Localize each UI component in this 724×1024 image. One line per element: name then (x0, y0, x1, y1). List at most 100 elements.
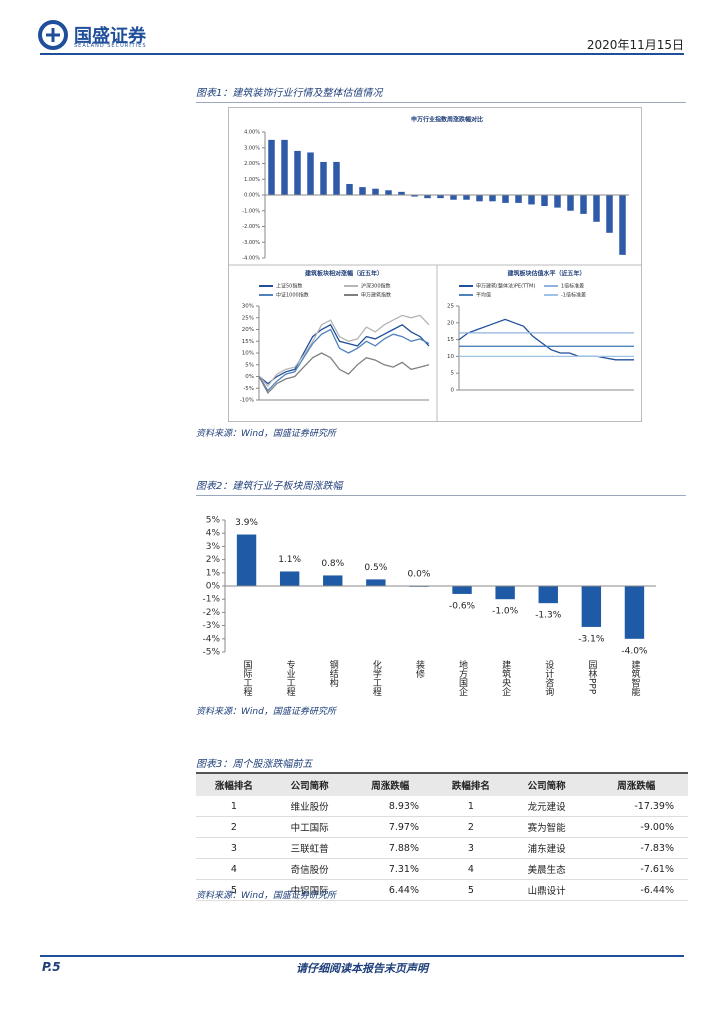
bar (495, 586, 515, 600)
table-row: 5 中铝国际 6.44% 5 山鼎设计 -6.44% (196, 879, 688, 901)
y-tick-label: 2% (206, 555, 221, 565)
table-cell: 7.31% (347, 858, 433, 880)
table-cell: -9.00% (584, 816, 688, 838)
x-tick-label: 地方国企 (457, 659, 468, 696)
source: 资料来源：Wind，国盛证券研究所 (196, 891, 336, 901)
bar (624, 586, 645, 639)
table-cell: -17.39% (584, 796, 688, 817)
series-line (258, 314, 430, 387)
y-tick-label: 3% (206, 542, 221, 552)
value-label: 0.5% (364, 563, 387, 573)
x-tick-label: 装修 (414, 659, 425, 679)
bar (580, 195, 587, 214)
bar (437, 195, 444, 199)
header-cell: 公司简称 (271, 772, 348, 796)
logo-en: SEALAND SECURITIES (74, 43, 147, 49)
x-tick-label: 设计咨询 (543, 660, 554, 697)
bar (463, 195, 470, 200)
bar (398, 191, 405, 195)
table-cell: 1 (196, 796, 272, 817)
x-tick-label: 建筑央企 (500, 659, 511, 696)
value-label: -3.1% (578, 634, 605, 644)
table-cell: 美晨生态 (508, 858, 585, 880)
header-cell: 公司简称 (508, 772, 585, 796)
x-tick-label: 建筑智能 (629, 659, 640, 697)
bar (411, 195, 418, 197)
value-label: 0.0% (408, 570, 431, 580)
x-tick-label: 国际工程 (242, 660, 253, 697)
table-cell: 1 (433, 796, 509, 817)
table-cell: -6.44% (584, 879, 688, 901)
series-line (258, 323, 430, 385)
y-tick-label: -2.00% (242, 224, 260, 230)
table-cell: 中工国际 (271, 816, 348, 838)
bar (581, 586, 602, 627)
y-tick-label: -10% (240, 398, 254, 404)
bar (385, 190, 392, 195)
bar (279, 571, 300, 586)
x-tick-label: 专业工程 (285, 659, 296, 697)
y-tick-label: 1% (206, 568, 221, 578)
chart-title: 建筑板块估值水平（近五年） (507, 270, 585, 278)
table-cell: 2 (196, 816, 272, 838)
legend-label: 平均值 (476, 292, 491, 299)
chart-title: 申万行业指数周涨跌幅对比 (411, 116, 483, 124)
logo-text: 国盛证券 (74, 26, 146, 47)
bar (346, 183, 353, 195)
bar (268, 139, 275, 195)
bar (489, 195, 496, 202)
header-cell: 涨幅排名 (196, 772, 272, 796)
value-label: 1.1% (278, 555, 301, 565)
date: 2020年11月15日 (586, 38, 684, 52)
figure-1: 申万行业指数周涨跌幅对比 4.00% 3.00% 2.00% 1.00% 0.00% -1.… (228, 107, 642, 422)
table-cell: 维业股份 (271, 796, 348, 817)
y-tick-label: 4% (206, 529, 221, 539)
value-label: 0.8% (321, 559, 344, 569)
x-tick-label: 园林PPP (586, 660, 597, 695)
table-cell: 7.88% (347, 837, 433, 859)
table-row: 1 维业股份 8.93% 1 龙元建设 -17.39% (196, 796, 688, 817)
y-tick-label: 0% (245, 374, 254, 380)
table-row: 3 三联虹普 7.88% 3 浦东建设 -7.83% (196, 837, 688, 859)
table-cell: 4 (433, 858, 509, 880)
caption: 图表1：建筑装饰行业行情及整体估值情况 (196, 84, 686, 103)
table-cell: 6.44% (347, 879, 433, 901)
y-tick-label: 20% (242, 327, 254, 333)
value-label: -4.0% (621, 646, 648, 656)
legend-label: 沪深300指数 (361, 283, 391, 290)
bar (333, 161, 340, 195)
source: 资料来源：Wind，国盛证券研究所 (196, 429, 336, 439)
y-tick-label: -5% (202, 648, 220, 658)
source: 资料来源：Wind，国盛证券研究所 (196, 707, 336, 717)
header-cell: 跌幅排名 (433, 772, 509, 796)
table-cell: 浦东建设 (508, 837, 585, 859)
header-rule (40, 53, 684, 55)
bar (320, 161, 327, 195)
series-line (258, 328, 430, 392)
y-tick-label: 5% (206, 516, 221, 526)
table-row: 2 中工国际 7.97% 2 赛为智能 -9.00% (196, 816, 688, 838)
table-cell: 5 (196, 879, 272, 901)
y-tick-label: 2.00% (244, 161, 260, 167)
table-cell: 3 (433, 837, 509, 859)
legend-label: 1倍标准差 (561, 283, 584, 290)
header-row: 涨幅排名 公司简称 周涨跌幅 跌幅排名 公司简称 周涨跌幅 (196, 772, 688, 796)
legend-label: 中证1000指数 (276, 292, 309, 299)
bar (502, 195, 509, 203)
value-label: 3.9% (235, 518, 258, 528)
y-tick-label: 10% (242, 351, 254, 357)
legend-label: 申万建筑指数 (361, 292, 391, 299)
legend-label: 申万建筑(整体法)PE(TTM) (476, 283, 535, 290)
table-cell: 2 (433, 816, 509, 838)
bar (424, 195, 431, 199)
chart-title: 建筑板块相对涨幅（近五年） (305, 270, 383, 278)
bar (541, 195, 548, 207)
bar (372, 188, 379, 195)
series-line (458, 318, 634, 361)
y-tick-label: -1.00% (242, 208, 260, 214)
table-cell: -7.83% (584, 837, 688, 859)
bar (450, 195, 457, 200)
caption: 图表2：建筑行业子板块周涨跌幅 (196, 477, 686, 496)
y-tick-label: -1% (202, 595, 220, 605)
